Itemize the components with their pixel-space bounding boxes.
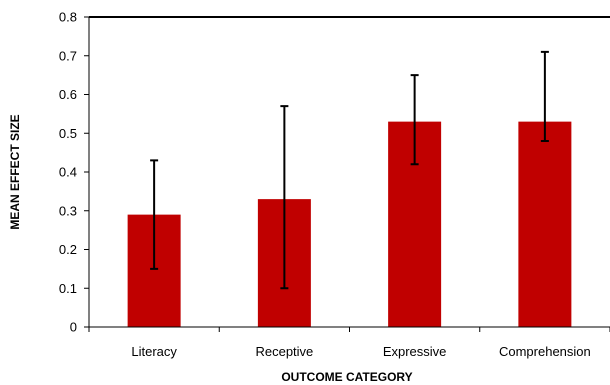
error-bars — [150, 50, 549, 290]
x-tick-label: Receptive — [255, 344, 313, 359]
x-tick-label: Comprehension — [499, 344, 591, 359]
bars — [127, 121, 572, 327]
y-tick-label: 0.6 — [59, 87, 77, 102]
x-axis-title: OUTCOME CATEGORY — [281, 370, 412, 384]
y-tick-label: 0.2 — [59, 242, 77, 257]
y-tick-label: 0.1 — [59, 281, 77, 296]
error-bar-expressive — [410, 74, 419, 166]
error-bar-comprehension — [540, 50, 549, 142]
x-axis-ticks: Literacy Receptive Expressive Comprehension — [88, 327, 610, 359]
error-bar-receptive — [280, 105, 289, 290]
x-tick-label: Literacy — [131, 344, 177, 359]
y-tick-label: 0.4 — [59, 165, 77, 180]
bar-comprehension — [518, 121, 572, 327]
x-tick-label: Expressive — [383, 344, 447, 359]
y-tick-label: 0.5 — [59, 126, 77, 141]
y-tick-label: 0.3 — [59, 203, 77, 218]
y-axis-title: MEAN EFFECT SIZE — [8, 114, 22, 229]
y-tick-label: 0 — [70, 320, 77, 335]
y-tick-label: 0.7 — [59, 48, 77, 63]
y-tick-label: 0.8 — [59, 10, 77, 25]
y-axis-ticks: 0 0.1 0.2 0.3 0.4 0.5 0.6 0.7 0.8 — [59, 10, 89, 335]
error-bar-literacy — [150, 159, 159, 270]
